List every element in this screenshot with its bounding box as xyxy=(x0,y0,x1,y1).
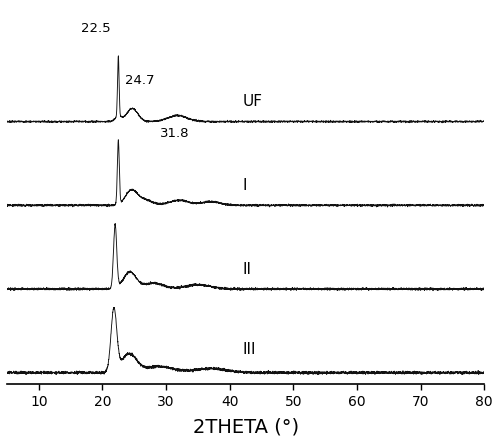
Text: 24.7: 24.7 xyxy=(124,74,154,87)
Text: 31.8: 31.8 xyxy=(160,127,189,140)
Text: I: I xyxy=(242,178,247,193)
Text: 22.5: 22.5 xyxy=(81,22,110,35)
Text: III: III xyxy=(242,342,256,357)
X-axis label: 2THETA (°): 2THETA (°) xyxy=(192,417,298,436)
Text: UF: UF xyxy=(242,94,262,109)
Text: II: II xyxy=(242,261,252,276)
